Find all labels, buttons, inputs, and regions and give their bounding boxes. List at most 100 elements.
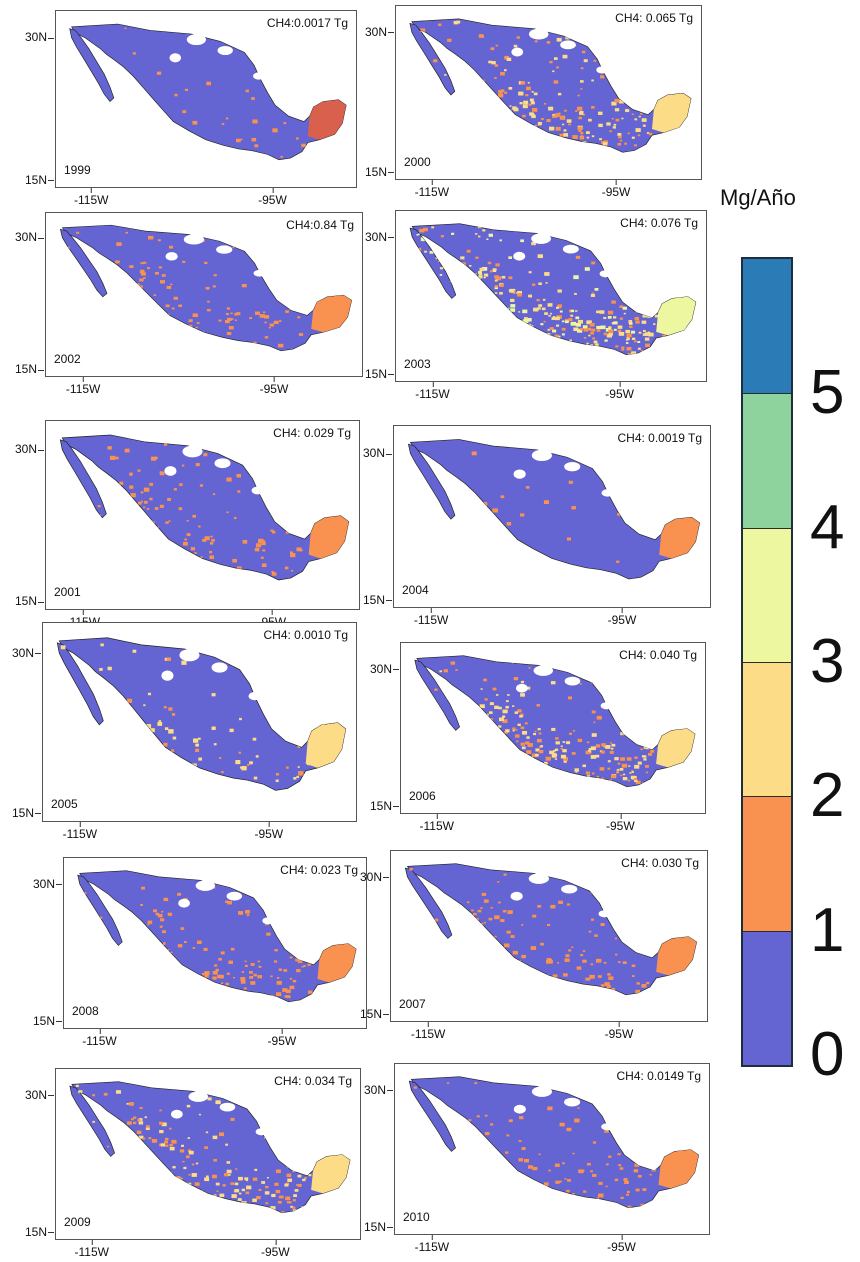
latitude-tick-label: 30N — [364, 1083, 393, 1097]
no-data-area — [600, 702, 613, 710]
no-data-area — [253, 269, 266, 277]
map-frame: CH4: 0.030 Tg 2007 — [390, 850, 708, 1022]
no-data-area — [217, 45, 233, 56]
longitude-tick-label: -95W — [268, 1029, 296, 1048]
latitude-tick-label: 15N — [360, 1007, 389, 1021]
year-label: 2000 — [404, 155, 431, 169]
latitude-tick-label: 30N — [370, 662, 399, 676]
legend-segment-divider — [743, 662, 791, 663]
legend-tick-label: 4 — [810, 492, 845, 562]
map-panel: CH4: 0.023 Tg 2008 30N 15N -115W -95W — [33, 857, 367, 1048]
map-frame: CH4: 0.023 Tg 2008 — [63, 857, 367, 1029]
baja-california-region — [69, 1085, 116, 1157]
ch4-total-label: CH4:0.84 Tg — [286, 218, 354, 232]
no-data-area — [510, 891, 523, 901]
latitude-tick-label: 15N — [364, 1220, 393, 1234]
map-panel: CH4: 0.040 Tg 2006 30N 15N -115W -95W — [370, 642, 706, 833]
latitude-tick-label: 15N — [12, 806, 41, 820]
legend-tick-label: 0 — [810, 1020, 845, 1089]
longitude-tick-label: -95W — [607, 1235, 636, 1254]
no-data-area — [513, 1104, 526, 1114]
longitude-tick-label: -115W — [415, 382, 450, 401]
ch4-total-label: CH4:0.0017 Tg — [266, 16, 348, 30]
latitude-tick-label: 15N — [33, 1014, 62, 1028]
legend-color-segment — [743, 393, 791, 528]
latitude-tick-label: 15N — [363, 593, 392, 607]
no-data-area — [528, 28, 549, 40]
latitude-tick-label: 30N — [12, 646, 41, 660]
no-data-area — [251, 486, 264, 495]
legend-segment-divider — [743, 930, 791, 932]
baja-california-region — [407, 443, 456, 520]
longitude-tick-label: -95W — [602, 180, 630, 199]
mexico-map — [69, 1081, 351, 1214]
longitude-tick-label: -115W — [63, 822, 97, 841]
mainland-region — [416, 655, 696, 788]
baja-california-region — [59, 228, 108, 298]
no-data-area — [253, 72, 265, 80]
yucatan-peninsula — [305, 722, 346, 768]
no-data-area — [531, 1086, 552, 1097]
latitude-tick-label: 30N — [15, 442, 44, 456]
latitude-tick-label: 15N — [365, 367, 394, 381]
longitude-tick-label: -115W — [82, 1029, 117, 1048]
latitude-tick-label: 30N — [25, 30, 54, 44]
no-data-area — [255, 1128, 268, 1136]
longitude-tick-label: -115W — [415, 180, 449, 199]
yucatan-peninsula — [659, 517, 700, 559]
no-data-area — [562, 244, 579, 254]
mainland-region — [58, 637, 347, 791]
map-frame: CH4:0.84 Tg 2002 — [45, 212, 363, 377]
legend-segment-divider — [743, 527, 791, 529]
yucatan-peninsula — [651, 93, 691, 133]
baja-california-region — [56, 642, 104, 726]
ch4-total-label: CH4: 0.030 Tg — [621, 856, 699, 870]
map-frame: CH4: 0.076 Tg 2003 — [395, 210, 707, 382]
yucatan-peninsula — [656, 728, 696, 768]
year-label: 1999 — [64, 163, 91, 177]
longitude-tick-label: -115W — [411, 1022, 445, 1041]
map-panel: CH4: 0.0010 Tg 2005 30N 15N -115W -95W — [12, 622, 357, 841]
no-data-area — [219, 1102, 236, 1112]
ch4-total-label: CH4: 0.029 Tg — [273, 426, 351, 440]
map-panel: CH4: 0.034 Tg 2009 30N 15N -115W -95W — [25, 1068, 361, 1259]
no-data-area — [531, 233, 551, 244]
baja-california-region — [404, 867, 453, 939]
no-data-area — [531, 449, 552, 462]
year-label: 2010 — [403, 1210, 430, 1224]
longitude-tick-label: -115W — [414, 608, 448, 627]
mexico-map — [409, 18, 692, 153]
map-frame: CH4: 0.029 Tg 2001 — [45, 420, 360, 610]
no-data-area — [533, 665, 553, 676]
map-panel: CH4: 0.076 Tg 2003 30N 15N -115W -95W — [365, 210, 707, 401]
mexico-map — [77, 870, 357, 1003]
no-data-area — [164, 466, 177, 476]
mainland-region — [61, 434, 350, 581]
no-data-area — [561, 884, 578, 894]
latitude-tick-label: 30N — [365, 230, 394, 244]
map-frame: CH4: 0.065 Tg 2000 — [395, 5, 702, 180]
longitude-tick-label: -95W — [608, 608, 636, 627]
no-data-area — [513, 469, 526, 479]
yucatan-peninsula — [307, 99, 347, 140]
ch4-total-label: CH4: 0.076 Tg — [620, 216, 698, 230]
mainland-region — [71, 23, 347, 161]
ch4-total-label: CH4: 0.0010 Tg — [263, 628, 349, 642]
legend-tick-label: 2 — [810, 761, 845, 831]
baja-california-region — [77, 874, 123, 946]
latitude-tick-label: 15N — [25, 173, 54, 187]
legend-tick-label: 1 — [810, 895, 845, 965]
map-frame: CH4: 0.0149 Tg 2010 — [394, 1063, 710, 1235]
year-label: 2004 — [402, 583, 429, 597]
legend-color-segment — [743, 259, 791, 394]
no-data-area — [560, 40, 576, 50]
no-data-area — [183, 234, 204, 245]
mexico-map — [404, 863, 698, 996]
map-panel: CH4: 0.0149 Tg 2010 30N 15N -115W -95W — [364, 1063, 710, 1254]
ch4-total-label: CH4: 0.0149 Tg — [616, 1069, 702, 1083]
mexico-map — [408, 1076, 700, 1209]
no-data-area — [528, 873, 549, 884]
yucatan-peninsula — [311, 295, 352, 333]
no-data-area — [513, 251, 526, 261]
mexico-map — [56, 637, 347, 791]
